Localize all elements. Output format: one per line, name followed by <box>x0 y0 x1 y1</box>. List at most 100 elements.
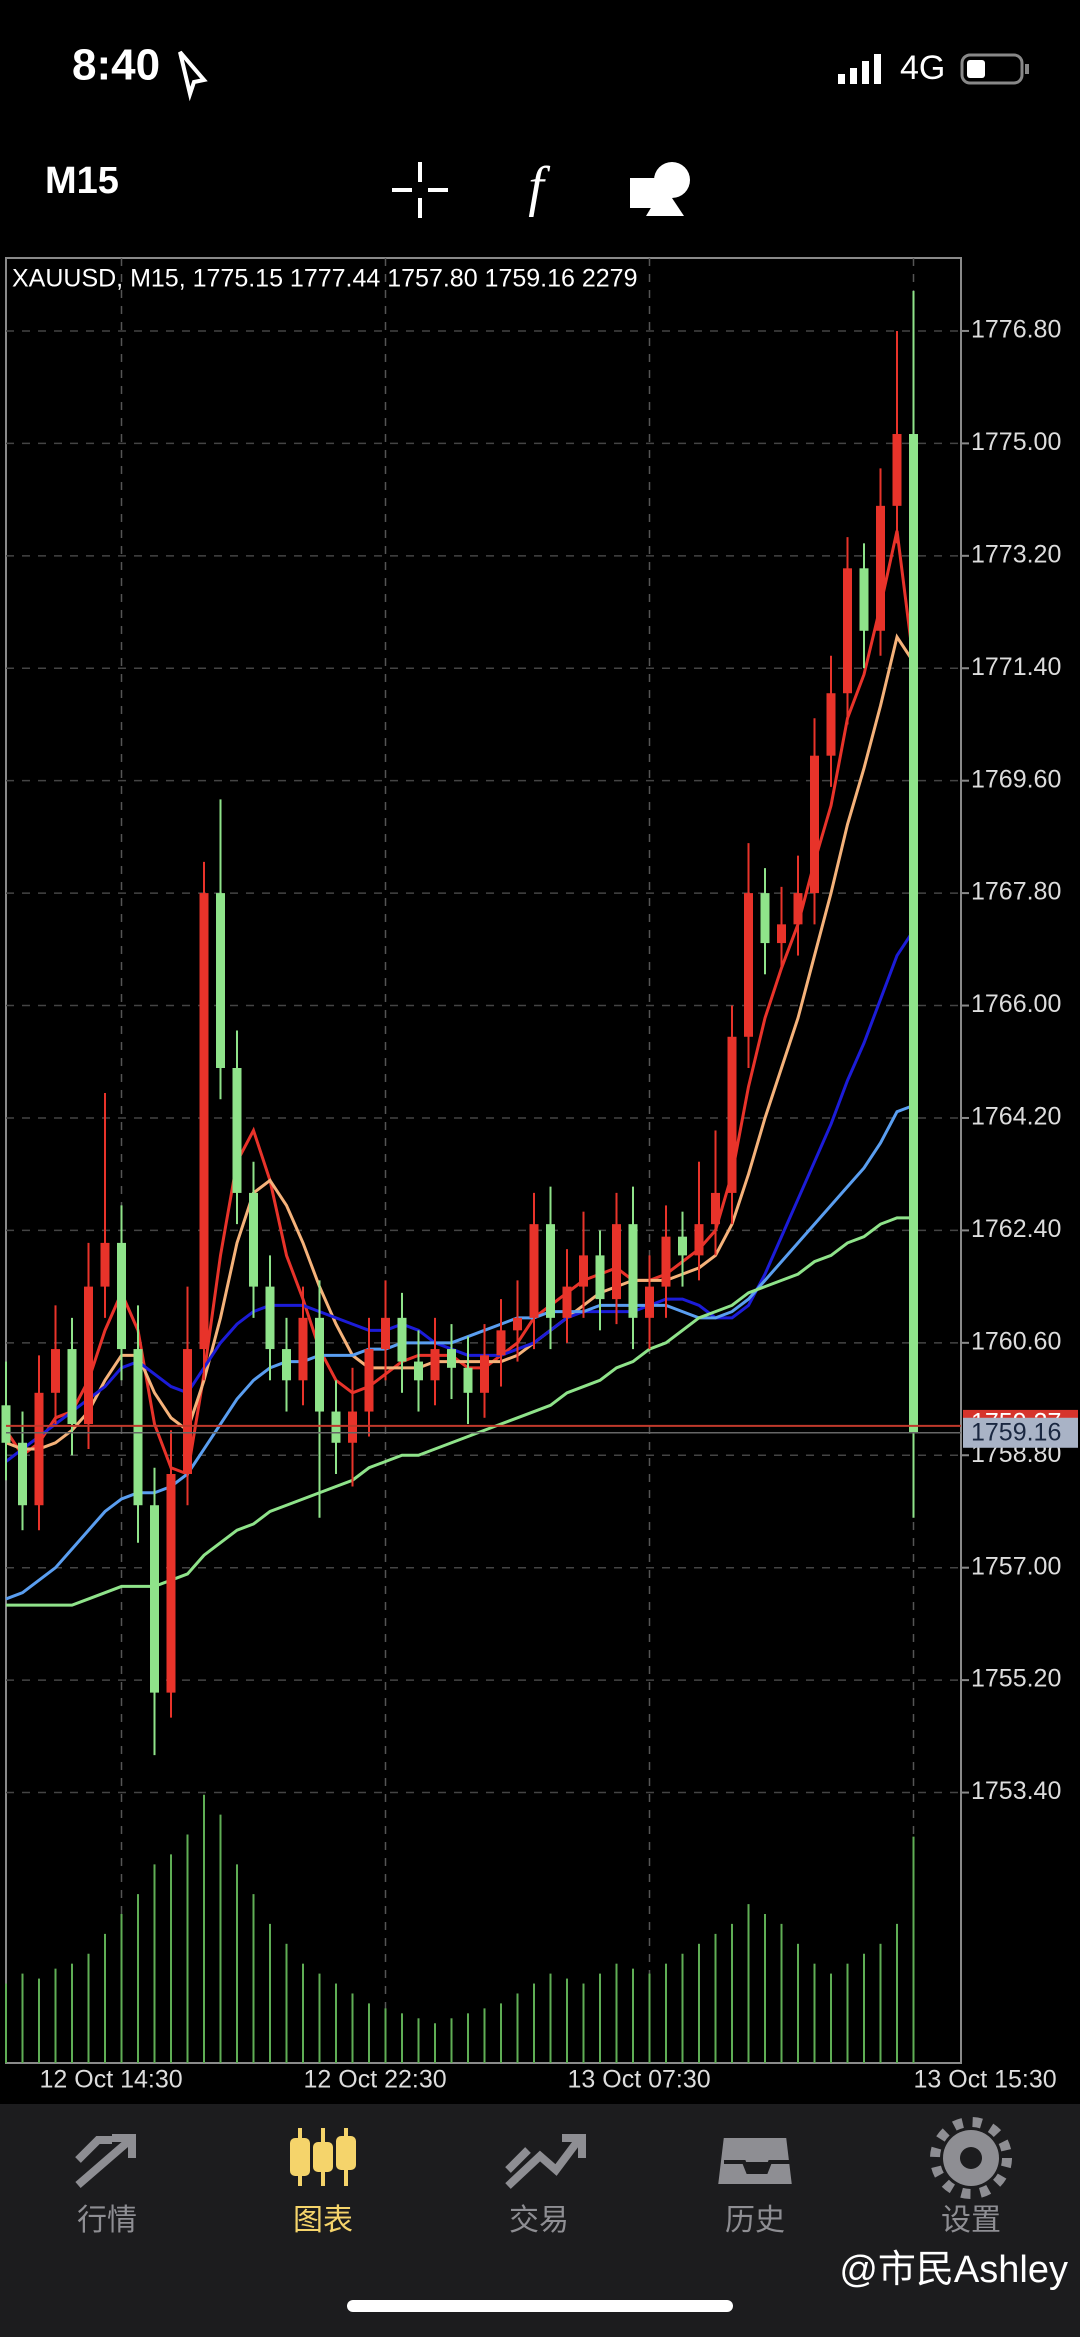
tab-bar <box>0 2104 1080 2337</box>
x-tick-label: 13 Oct 07:30 <box>568 2066 711 2094</box>
tab-icon-history[interactable] <box>713 2134 797 2188</box>
moving-average <box>5 929 915 1463</box>
candle-body <box>892 434 902 506</box>
tab-label[interactable]: 交易 <box>509 2204 569 2237</box>
candle-body <box>51 1349 60 1393</box>
y-tick-label: 1775.00 <box>971 428 1061 456</box>
candle-body <box>727 1036 737 1193</box>
candle-body <box>661 1236 671 1287</box>
tab-label[interactable]: 设置 <box>941 2204 1001 2237</box>
candle-body <box>909 434 918 1433</box>
candle-body <box>34 1392 44 1506</box>
candle-body <box>612 1224 621 1300</box>
home-indicator <box>347 2300 733 2312</box>
candle-body <box>463 1367 473 1393</box>
candle-body <box>298 1317 308 1381</box>
tab-icons <box>75 2117 1012 2199</box>
candle-body <box>199 893 209 1350</box>
objects-button[interactable] <box>630 162 690 216</box>
tab-label[interactable]: 历史 <box>725 2204 785 2237</box>
crosshair-button[interactable] <box>392 162 448 218</box>
tab-labels: 行情 图表 交易 历史 设置 <box>77 2204 1001 2237</box>
candle-body <box>315 1317 324 1412</box>
status-time: 8:40 <box>72 41 160 90</box>
candle-body <box>397 1317 407 1362</box>
candle-body <box>166 1474 176 1693</box>
tab-label[interactable]: 行情 <box>77 2204 137 2237</box>
y-tick-label: 1776.80 <box>971 316 1061 344</box>
y-tick-label: 1757.00 <box>971 1552 1061 1580</box>
candle-body <box>232 1068 242 1193</box>
candle-body <box>513 1317 522 1331</box>
y-tick-label: 1767.80 <box>971 878 1061 906</box>
tab-label[interactable]: 图表 <box>293 2204 353 2237</box>
candle-body <box>793 893 803 925</box>
chart: XAUUSD, M15, 1775.15 1777.44 1757.80 175… <box>1 257 1078 2094</box>
candle-body <box>760 893 770 944</box>
candle-body <box>67 1349 77 1425</box>
tab-icon-quotes[interactable] <box>75 2134 136 2189</box>
y-tick-label: 1769.60 <box>971 765 1061 793</box>
y-tick-label: 1773.20 <box>971 540 1061 568</box>
candle-body <box>694 1224 704 1256</box>
candle-body <box>529 1224 539 1318</box>
tab-icon-settings[interactable] <box>930 2117 1012 2199</box>
candle-body <box>331 1411 341 1443</box>
candle-body <box>133 1349 143 1506</box>
candle-body <box>843 568 852 694</box>
candle-body <box>117 1242 126 1350</box>
candle-body <box>546 1224 555 1318</box>
y-tick-label: 1771.40 <box>971 653 1061 681</box>
candle-body <box>265 1286 275 1350</box>
candle-body <box>678 1236 687 1256</box>
candle-body <box>810 755 819 894</box>
candle-body <box>645 1286 654 1318</box>
candle-body <box>628 1224 638 1318</box>
x-tick-label: 12 Oct 14:30 <box>40 2066 183 2094</box>
y-tick-label: 1764.20 <box>971 1103 1061 1131</box>
battery-icon <box>960 53 1029 85</box>
candle-body <box>562 1286 572 1318</box>
tab-icon-trade[interactable] <box>505 2134 586 2189</box>
x-tick-label: 13 Oct 15:30 <box>914 2066 1057 2094</box>
moving-average <box>5 1104 915 1601</box>
moving-average <box>5 633 915 1451</box>
candle-body <box>282 1349 291 1381</box>
candle-body <box>826 693 836 756</box>
candle-body <box>579 1255 588 1287</box>
candle-body <box>381 1317 390 1350</box>
candle-body <box>876 505 885 631</box>
candle-body <box>216 893 225 1068</box>
watermark: @市民Ashley <box>839 2249 1068 2291</box>
candle-body <box>496 1330 506 1356</box>
y-tick-label: 1753.40 <box>971 1777 1061 1805</box>
timeframe-button[interactable]: M15 <box>45 160 119 202</box>
y-tick-label: 1760.60 <box>971 1327 1061 1355</box>
signal-icon <box>838 54 881 84</box>
chart-info: XAUUSD, M15, 1775.15 1777.44 1757.80 175… <box>12 265 637 293</box>
y-tick-label: 1762.40 <box>971 1215 1061 1243</box>
bid-label-box <box>963 1417 1078 1448</box>
tab-icon-chart[interactable] <box>290 2128 356 2186</box>
y-tick-label: 1766.00 <box>971 990 1061 1018</box>
candle-body <box>744 893 753 1037</box>
candle-body <box>414 1361 423 1381</box>
x-tick-label: 12 Oct 22:30 <box>304 2066 447 2094</box>
candle-body <box>150 1505 159 1693</box>
candle-body <box>711 1192 720 1225</box>
candle-body <box>1 1405 11 1443</box>
candle-body <box>84 1286 93 1425</box>
candle-body <box>595 1255 605 1300</box>
bid-label: 1759.16 <box>971 1418 1061 1446</box>
candle-body <box>430 1349 440 1381</box>
candle-body <box>859 568 869 631</box>
candle-body <box>183 1349 192 1474</box>
candle-body <box>348 1411 357 1443</box>
candle-body <box>777 924 786 944</box>
y-tick-label: 1755.20 <box>971 1665 1061 1693</box>
candle-body <box>18 1442 27 1506</box>
candle-body <box>249 1192 258 1287</box>
network-label: 4G <box>900 49 945 87</box>
candle-body <box>480 1355 489 1393</box>
